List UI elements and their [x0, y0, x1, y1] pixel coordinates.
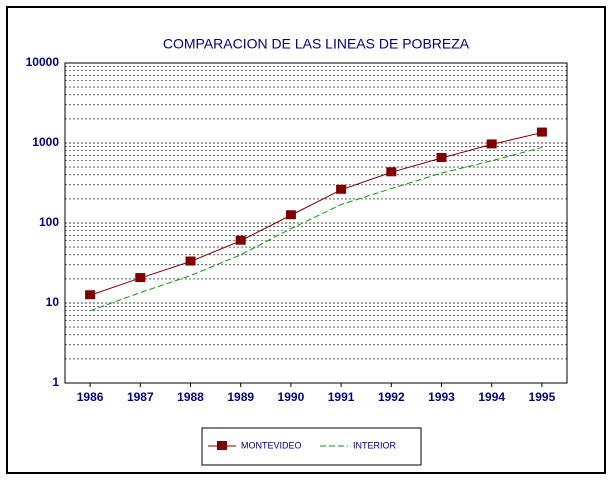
series-line [89, 146, 543, 312]
marker [285, 210, 296, 220]
x-tick-label: 1987 [127, 390, 154, 404]
marker [235, 235, 246, 245]
plot-frame [64, 62, 568, 384]
marker [486, 139, 497, 149]
y-tick-label: 10 [46, 295, 60, 309]
x-tick-label: 1988 [177, 390, 204, 404]
x-tick-label: 1990 [278, 390, 305, 404]
marker [536, 127, 547, 137]
x-tick-label: 1989 [227, 390, 254, 404]
y-tick-label: 1 [52, 375, 59, 389]
x-tick-label: 1993 [428, 390, 455, 404]
frame [6, 6, 606, 474]
y-tick-label: 1000 [32, 135, 59, 149]
x-tick-label: 1994 [478, 390, 505, 404]
y-tick-label: 100 [39, 215, 59, 229]
marker [135, 273, 146, 283]
marker [386, 167, 397, 177]
x-tick-label: 1991 [328, 390, 355, 404]
marker [336, 184, 347, 194]
marker [85, 290, 96, 300]
x-tick-label: 1992 [378, 390, 405, 404]
y-tick-label: 10000 [26, 55, 60, 69]
series-line [89, 132, 543, 296]
x-tick-label: 1986 [77, 390, 104, 404]
legend-label: MONTEVIDEO [241, 440, 302, 450]
legend-marker [217, 441, 227, 450]
marker [185, 256, 196, 266]
chart-title: COMPARACION DE LAS LINEAS DE POBREZA [163, 36, 470, 52]
legend-box [201, 427, 422, 466]
x-tick-label: 1995 [529, 390, 556, 404]
marker [436, 152, 447, 162]
legend-label: INTERIOR [353, 440, 397, 450]
